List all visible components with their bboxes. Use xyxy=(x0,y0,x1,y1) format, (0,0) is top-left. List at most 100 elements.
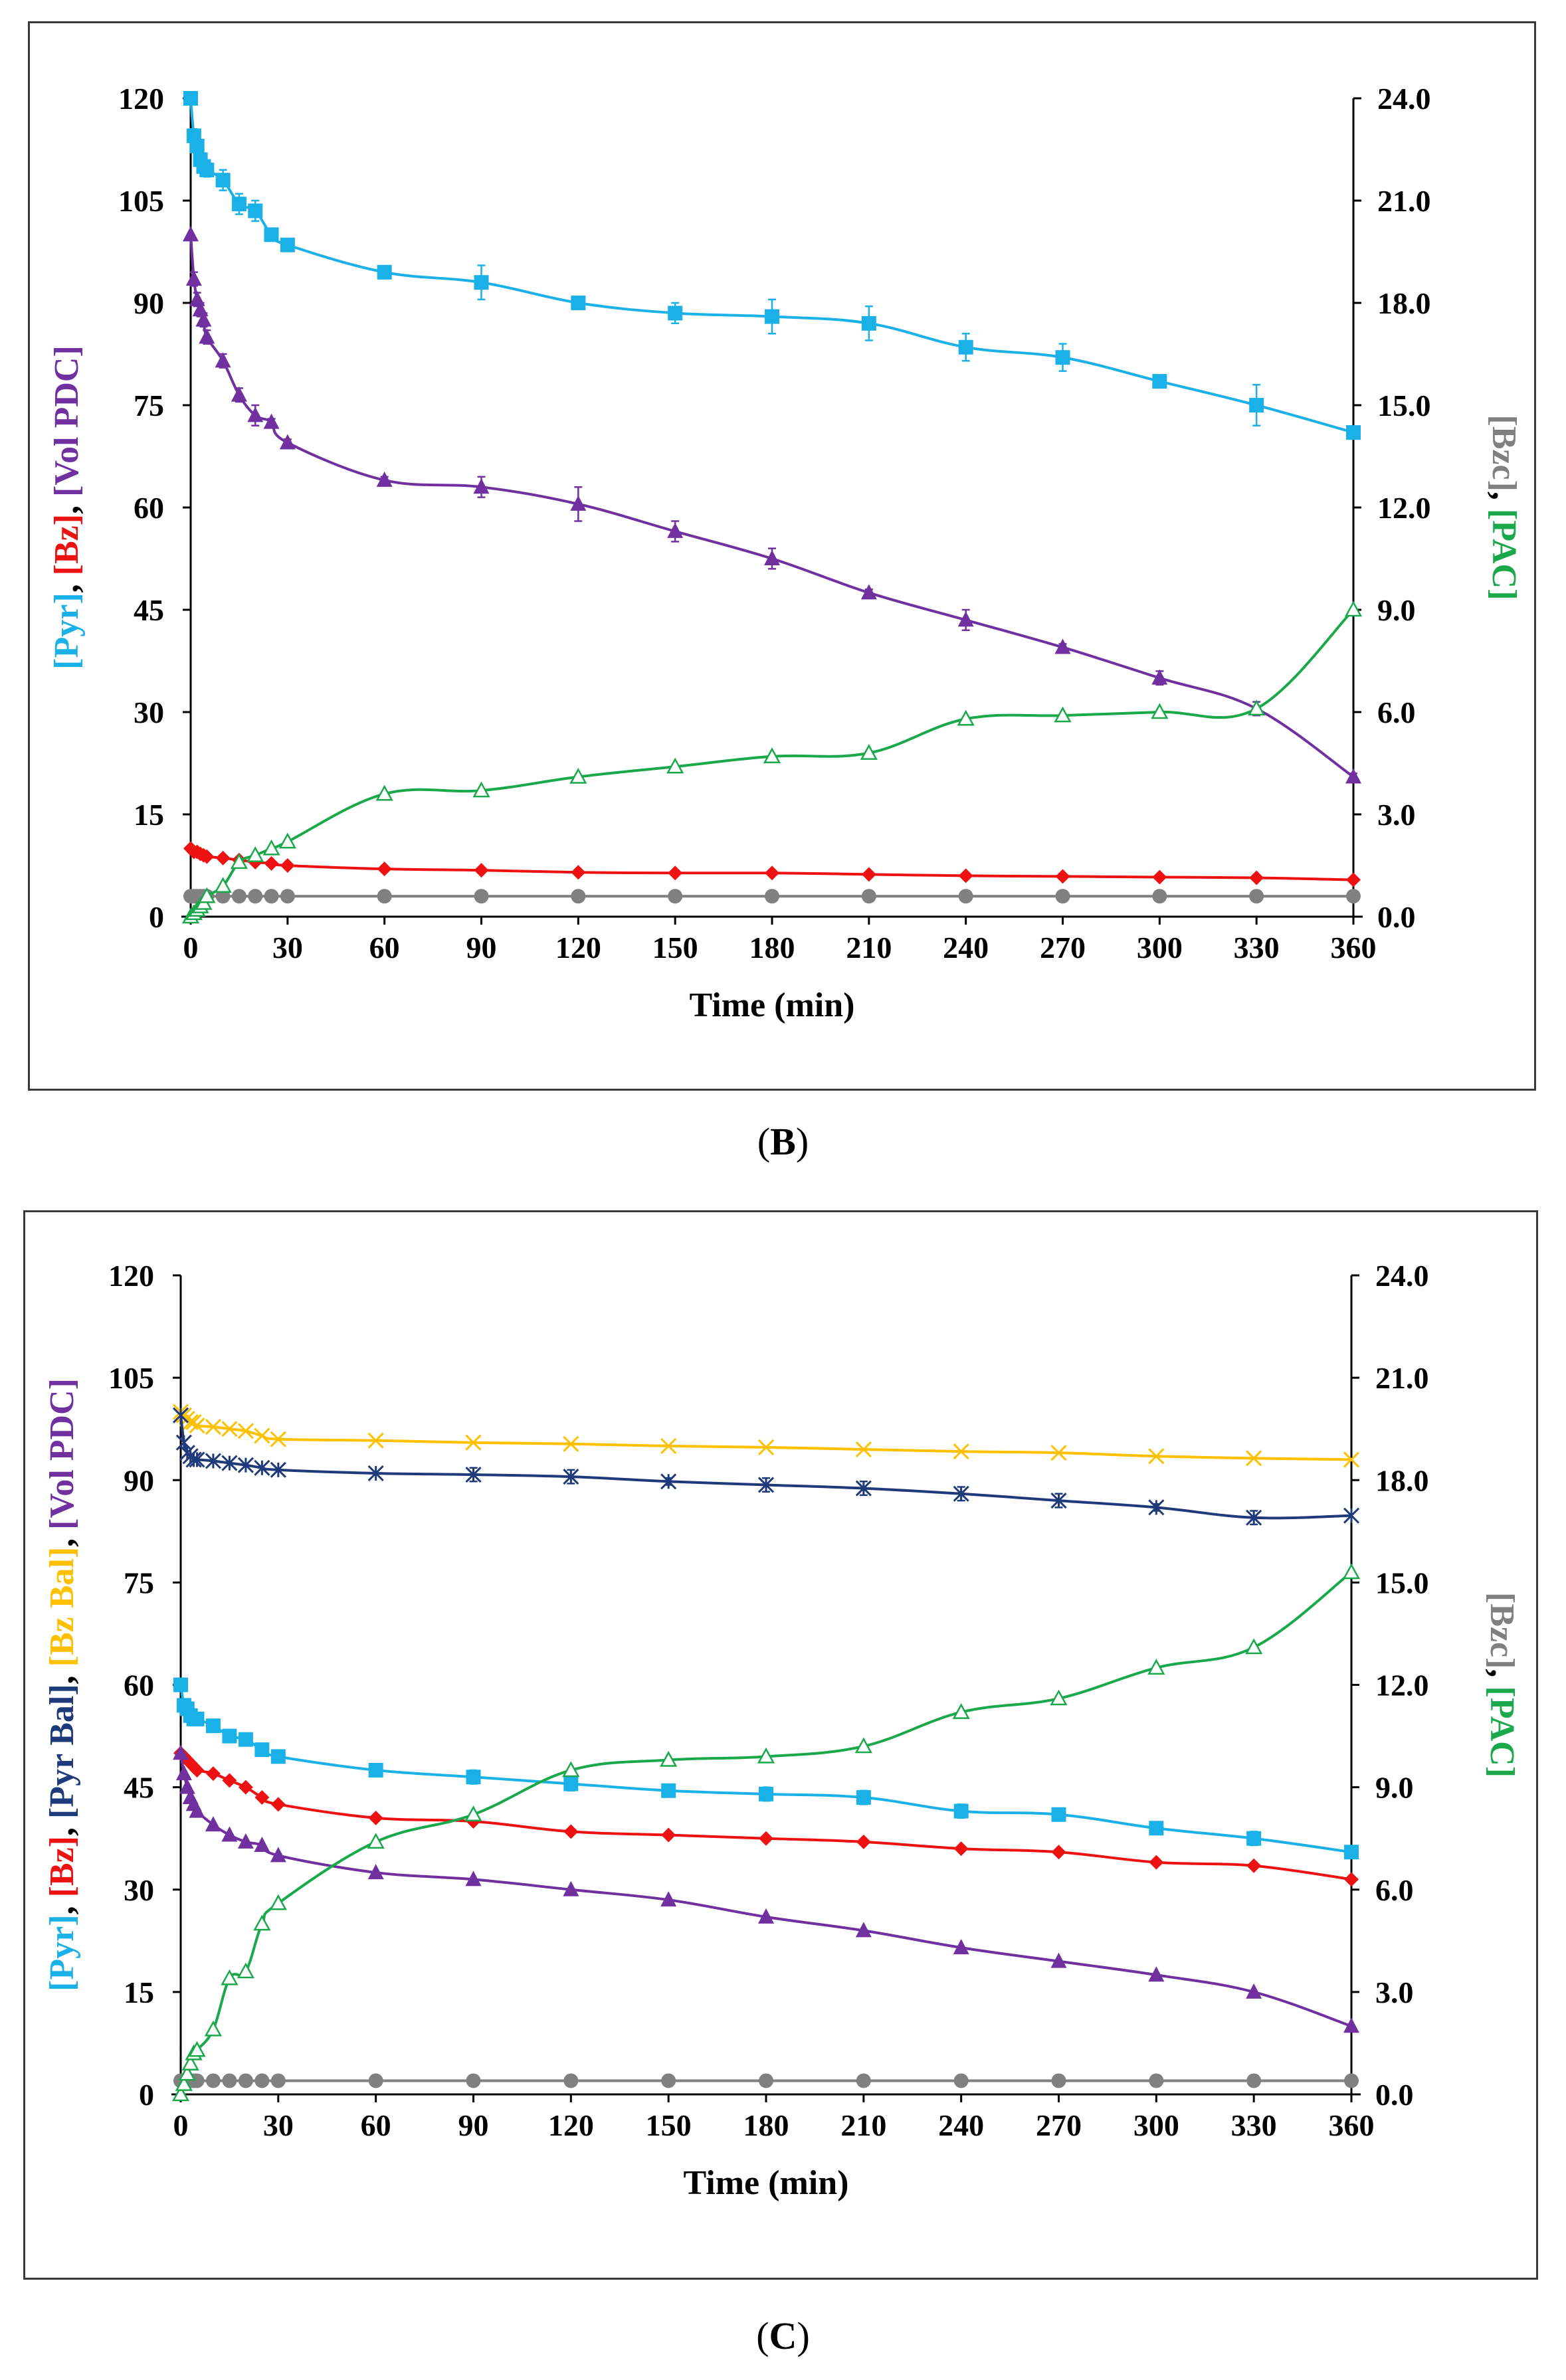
chart-c-series-pyr xyxy=(173,1677,1359,1860)
chart-b-series-bzc-point xyxy=(1055,889,1070,904)
chart-c-series-bz-bal-point xyxy=(1246,1450,1262,1467)
chart-c-y-axis-left-label-part: , xyxy=(43,1667,81,1684)
chart-b-series-bzc-point xyxy=(1346,889,1361,904)
chart-b-series-vol-pdc-point xyxy=(247,407,264,422)
chart-c-y-tick-left-label: 60 xyxy=(124,1669,154,1702)
chart-b-series-pac-point xyxy=(569,767,587,784)
chart-b-series-bz-point xyxy=(571,865,586,880)
chart-b-y-tick-right-label: 18.0 xyxy=(1377,286,1431,320)
chart-b-y-tick-right-label: 24.0 xyxy=(1377,82,1431,116)
chart-c-y-axis-right-label-part: [Bzc] xyxy=(1483,1592,1521,1669)
chart-c-series-bz-bal-point xyxy=(660,1437,677,1454)
chart-c-series-bz-point xyxy=(563,1824,579,1839)
chart-c-series-bz-bal-point xyxy=(465,1434,482,1451)
chart-c-series-vol-pdc-point xyxy=(205,1816,221,1832)
chart-c-x-tick-label: 120 xyxy=(548,2108,594,2142)
chart-b-series-pyr-point xyxy=(861,316,876,331)
chart-c-x-tick-label: 0 xyxy=(173,2108,189,2142)
chart-c-y-tick-left-label: 75 xyxy=(124,1566,154,1600)
chart-c-y-tick-left-label: 45 xyxy=(124,1771,154,1805)
chart-c-series-vol-pdc-point xyxy=(1148,1966,1165,1982)
chart-c-series-pyr-point xyxy=(661,1783,676,1798)
chart-c-y-tick-left-label: 105 xyxy=(108,1361,154,1395)
chart-c-series-bz-point xyxy=(254,1790,270,1805)
chart-c-series-pac-point xyxy=(562,1761,580,1778)
chart-c-series-bzc xyxy=(173,2073,1359,2088)
chart-b-x-tick-label: 180 xyxy=(749,931,795,964)
chart-b-series-vol-pdc-point xyxy=(860,584,877,600)
chart-b-series-pyr-point xyxy=(1055,350,1070,365)
chart-b-series-pac-point xyxy=(860,744,878,760)
chart-c-series-pyr-bal-point xyxy=(757,1477,775,1493)
chart-c-series-bz xyxy=(173,1746,1359,1887)
chart-c-series-pac-point xyxy=(181,2055,199,2071)
chart-c-series-pac-point xyxy=(1245,1638,1263,1655)
chart-b-x-tick-label: 270 xyxy=(1040,931,1086,964)
chart-b-x-tick-label: 60 xyxy=(369,931,400,964)
chart-c-series-vol-pdc-point xyxy=(270,1847,286,1863)
chart-c-y-tick-right-label: 9.0 xyxy=(1375,1771,1414,1805)
chart-c-series-vol-pdc-point xyxy=(563,1880,579,1896)
chart-c-series-bz-bal-point xyxy=(1343,1451,1360,1468)
chart-b-series-pyr-point xyxy=(474,275,489,290)
chart-c-series-bz-point xyxy=(222,1773,237,1788)
chart-b-axes: 0 30 60 90 120 150 180 210 240 270 300 330 360 0 15 30 4… xyxy=(118,82,1431,964)
chart-c-series-bz-bal-line xyxy=(179,1411,1352,1461)
chart-b-series-pyr-point xyxy=(1346,425,1361,440)
chart-c-series-pyr-bal-point xyxy=(175,1434,192,1451)
chart-b-series-pyr-point xyxy=(668,306,683,321)
chart-c-series-pac-point xyxy=(757,1747,775,1764)
chart-b-series-bzc-point xyxy=(1249,889,1264,904)
chart-c-series-pyr-line xyxy=(179,1685,1352,1854)
chart-c-series-pac-point xyxy=(204,2020,223,2037)
chart-b-series-pyr-point xyxy=(215,173,231,188)
chart-c-y-axis-left-label-part: [Pyr Bal] xyxy=(43,1684,81,1819)
chart-c-series-vol-pdc-point xyxy=(173,1744,189,1760)
chart-b-y-tick-left-label: 30 xyxy=(134,695,164,729)
chart-c-series-pyr-bal xyxy=(172,1407,1360,1526)
chart-c-y-axis-left-label-part: , xyxy=(43,1897,81,1914)
chart-b-series-bzc-point xyxy=(765,889,779,904)
chart-b-series-pyr-point xyxy=(248,203,263,219)
chart-c-x-tick-label: 330 xyxy=(1231,2108,1277,2142)
chart-c-series-pyr-point xyxy=(205,1718,221,1734)
chart-c-series-pyr-bal-point xyxy=(270,1461,286,1478)
chart-b: 0 30 60 90 120 150 180 210 240 270 300 330 360 0 15 30 4… xyxy=(48,82,1523,1024)
chart-b-y-tick-left-label: 45 xyxy=(134,593,164,627)
chart-c-series-pyr-point xyxy=(1246,1831,1262,1846)
chart-c-series-bzc-point xyxy=(563,2073,579,2088)
chart-c-y-tick-left-label: 15 xyxy=(124,1975,154,2009)
chart-b-series-pac xyxy=(181,600,1363,924)
chart-b-y-axis-right-label: [Bzc], [PAC] xyxy=(1485,414,1523,600)
chart-c-series-bz-bal-point xyxy=(205,1419,222,1435)
chart-c-y-tick-right-label: 6.0 xyxy=(1375,1873,1414,1907)
chart-b-series-bzc-point xyxy=(377,889,392,904)
chart-c-series-bz-point xyxy=(238,1780,253,1795)
chart-b-y-axis-left-label: [Pyr], [Bz], [Vol PDC] xyxy=(48,345,86,670)
chart-c-y-axis-left-label-part: [Bz Bal] xyxy=(43,1547,81,1667)
chart-b-y-tick-right-label: 21.0 xyxy=(1377,184,1431,218)
chart-b-series-bz-point xyxy=(1152,870,1167,885)
chart-b-series-bz-point xyxy=(280,858,295,873)
chart-b-x-tick-label: 300 xyxy=(1137,931,1183,964)
chart-b-series-pac-point xyxy=(763,747,781,763)
chart-c-y-tick-left-label: 90 xyxy=(124,1463,154,1497)
chart-c-series-bz-point xyxy=(368,1810,383,1825)
chart-b-series-vol-pdc-point xyxy=(199,328,215,344)
chart-c-series-pyr-bal-point xyxy=(660,1473,677,1490)
chart-c-series-pac-point xyxy=(178,2064,196,2081)
chart-c-x-tick-label: 210 xyxy=(840,2108,886,2142)
chart-c-series-pac-point xyxy=(952,1703,970,1719)
chart-c-series-bz-line xyxy=(179,1752,1352,1881)
chart-c-series-pyr-bal-point xyxy=(205,1453,222,1469)
chart-b-y-axis-left-label-part: , xyxy=(48,497,86,514)
chart-c-series-bzc-point xyxy=(466,2073,481,2088)
chart-b-y-tick-left-label: 15 xyxy=(134,798,164,832)
chart-c-series-pyr-point xyxy=(1051,1807,1066,1822)
chart-b-series-pyr-point xyxy=(377,264,392,280)
chart-c-series-pyr-bal-point xyxy=(237,1457,254,1473)
chart-b-x-tick-label: 30 xyxy=(272,931,303,964)
chart-b-series-bzc-point xyxy=(474,889,489,904)
chart-c-series-bzc-point xyxy=(205,2073,221,2088)
chart-c-y-tick-right-label: 12.0 xyxy=(1375,1669,1429,1702)
